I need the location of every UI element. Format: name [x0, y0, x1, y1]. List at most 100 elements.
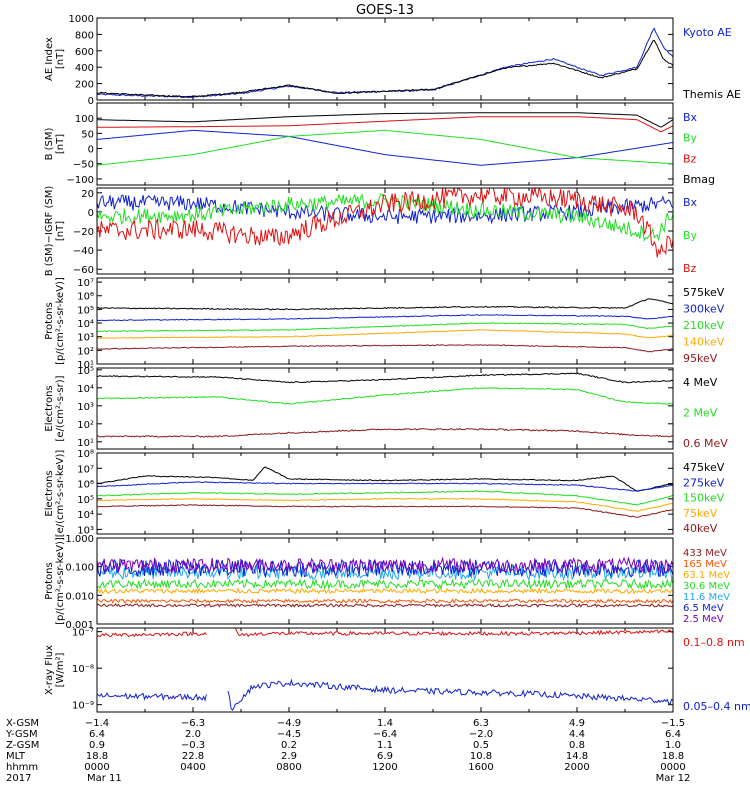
ytick-label-electrons_diff: 10⁴ — [77, 510, 94, 521]
xrow-value: 1.0 — [665, 740, 681, 751]
ytick-label-electrons_diff: 10⁷ — [77, 464, 94, 475]
xrow-value: Mar 12 — [656, 773, 691, 784]
series-line-protons_hi-4 — [97, 564, 673, 582]
xrow-value: 10.8 — [470, 751, 492, 762]
xrow-label: Z-GSM — [6, 740, 39, 751]
panel-electrons_int: Electrons[e/(cm²-s-sr)] 10¹ 10² 10³ 10⁴ 10⁵ 4 … — [44, 366, 728, 450]
ylabel-bsm: B (SM)[nT] — [44, 127, 66, 160]
xrow-value: 0000 — [660, 762, 685, 773]
panel-bsm: B (SM)[nT] −100 −50 0 50 100 Bx By Bz Bmag — [44, 102, 715, 186]
xrow-value: 2000 — [564, 762, 589, 773]
ytick-label-protons_diff: 10² — [77, 346, 94, 357]
series-line-electrons_int-2 — [97, 428, 673, 438]
legend-bigrf-1: By — [683, 229, 698, 242]
ytick-label-protons_hi: 0.010 — [65, 591, 94, 602]
ytick-label-protons_diff: 10³ — [77, 333, 94, 344]
legend-protons_hi-5: 6.5 MeV — [683, 603, 724, 614]
legend-ae-1: Themis AE — [682, 88, 741, 101]
ytick-label-electrons_diff: 10⁸ — [77, 449, 94, 460]
panel-bigrf: B (SM)−IGRF (SM)[nT] −60 −40 −20 0 20 Bx By Bz — [44, 186, 698, 277]
legend-protons_diff-0: 575keV — [683, 286, 725, 299]
xrow-value: −6.3 — [181, 718, 205, 729]
series-line-bsm-0 — [97, 129, 673, 166]
legend-bigrf-0: Bx — [683, 196, 698, 209]
xrow-value: −1.4 — [85, 718, 109, 729]
panel-frame-xray — [96, 627, 674, 713]
xrow-value: 22.8 — [182, 751, 204, 762]
ytick-label-electrons_int: 10¹ — [77, 438, 94, 449]
legend-protons_diff-1: 300keV — [683, 303, 725, 316]
ytick-label-electrons_diff: 10⁵ — [77, 495, 94, 506]
series-line-protons_diff-0 — [97, 298, 673, 311]
xrow-value: 0000 — [84, 762, 109, 773]
xrow-value: 4.4 — [569, 729, 585, 740]
legend-protons_hi-0: 433 MeV — [683, 548, 727, 559]
xrow-label: hhmm — [6, 762, 38, 773]
xrow-value: −4.9 — [277, 718, 301, 729]
xrow-label: Y-GSM — [5, 729, 38, 740]
panel-frame-electrons_diff — [96, 452, 674, 535]
series-line-electrons_diff-0 — [97, 466, 673, 492]
panel-frame-bsm — [96, 102, 674, 186]
legend-electrons_diff-3: 75keV — [683, 507, 718, 520]
panel-frame-protons_hi — [96, 537, 674, 625]
ytick-label-ae: 800 — [75, 30, 94, 41]
ytick-label-electrons_int: 10³ — [77, 402, 94, 413]
series-line-protons_hi-6 — [97, 556, 673, 574]
panel-electrons_diff: Electrons[e/(cm²-s-sr-keV)] 10³ 10⁴ 10⁵ 10⁶ 1… — [44, 449, 725, 537]
xrow-value: Mar 11 — [87, 773, 122, 784]
legend-electrons_int-2: 0.6 MeV — [683, 437, 728, 450]
xrow-value: 14.8 — [566, 751, 588, 762]
legend-protons_diff-3: 140keV — [683, 336, 725, 349]
ylabel-ae: AE Index[nT] — [44, 37, 66, 81]
panel-ae: AE Index[nT] 0 200 400 600 800 1000 Kyoto AE The… — [44, 14, 741, 107]
legend-ae-0: Kyoto AE — [683, 26, 732, 39]
ylabel-protons_diff: Protons[p/(cm²-s-sr-keV)] — [44, 277, 66, 365]
panel-frame-bigrf — [96, 187, 674, 275]
xrow-label: 2017 — [6, 773, 31, 784]
series-line-bigrf-1 — [97, 193, 673, 243]
xrow-value: 4.9 — [569, 718, 585, 729]
series-line-protons_hi-0 — [97, 603, 673, 608]
legend-protons_hi-6: 2.5 MeV — [683, 614, 724, 625]
ytick-label-bigrf: 0 — [88, 208, 94, 219]
series-line-electrons_int-0 — [97, 372, 673, 384]
xrow-label: X-GSM — [6, 718, 39, 729]
ytick-label-bsm: 0 — [88, 145, 94, 156]
xrow-value: −0.3 — [181, 740, 205, 751]
legend-bigrf-2: Bz — [683, 262, 697, 275]
series-line-bsm-2 — [97, 116, 673, 133]
ytick-label-ae: 400 — [75, 63, 94, 74]
panel-frame-protons_diff — [96, 277, 674, 365]
ytick-label-bsm: −50 — [73, 160, 94, 171]
ytick-label-electrons_int: 10⁵ — [77, 366, 94, 377]
ytick-label-bigrf: −20 — [73, 227, 94, 238]
xrow-value: −4.5 — [277, 729, 301, 740]
ylabel-protons_hi: Protons[p/(cm²-s-sr-keV)] — [44, 537, 66, 625]
ylabel-electrons_int: Electrons[e/(cm²-s-sr)] — [44, 375, 66, 441]
xrow-value: 1.4 — [377, 718, 393, 729]
xrow-value: 18.8 — [86, 751, 108, 762]
plot-title: GOES-13 — [356, 3, 414, 18]
xrow-value: −6.4 — [373, 729, 397, 740]
legend-bsm-1: By — [683, 132, 698, 145]
series-line-bsm-3 — [97, 112, 673, 128]
series-line-protons_hi-1 — [97, 598, 673, 605]
ytick-label-protons_diff: 10⁵ — [77, 305, 94, 316]
series-line-electrons_diff-3 — [97, 497, 673, 512]
xrow-value: 6.3 — [473, 718, 489, 729]
series-line-xray-0 — [97, 628, 673, 638]
xrow-value: 1200 — [372, 762, 397, 773]
ytick-label-bigrf: −60 — [73, 265, 94, 276]
ytick-label-protons_hi: 0.001 — [65, 620, 94, 631]
legend-protons_hi-4: 11.6 MeV — [683, 592, 730, 603]
xrow-value: 2.9 — [281, 751, 297, 762]
xrow-value: 0800 — [276, 762, 301, 773]
series-line-protons_diff-3 — [97, 329, 673, 339]
xrow-value: 0400 — [180, 762, 205, 773]
ytick-label-ae: 1000 — [69, 14, 94, 25]
legend-bsm-0: Bx — [683, 111, 698, 124]
legend-electrons_diff-0: 475keV — [683, 461, 725, 474]
legend-protons_diff-4: 95keV — [683, 352, 718, 365]
